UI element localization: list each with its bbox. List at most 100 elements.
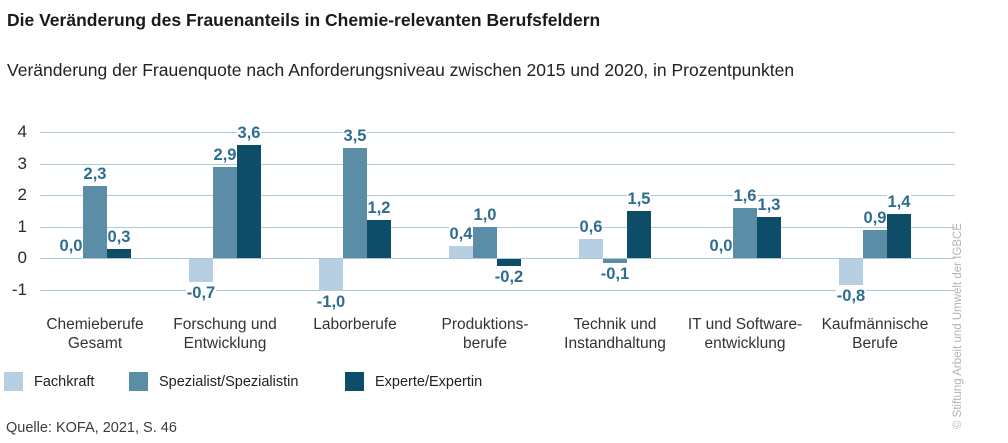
bar-value-text: -1,0 (315, 293, 347, 311)
source-text: Quelle: KOFA, 2021, S. 46 (6, 420, 177, 436)
category-label-line: Gesamt (67, 335, 123, 352)
bar (733, 207, 757, 259)
bar (237, 144, 261, 259)
bar-value-text: 0,9 (862, 208, 888, 227)
bar-value-text: 1,5 (626, 190, 652, 208)
bar (213, 166, 237, 259)
y-axis-label: 1 (17, 216, 27, 236)
bar-value-label: 1,0 (459, 205, 511, 225)
bar-value-label: 3,5 (329, 126, 381, 146)
legend-label: Spezialist/Spezialistin (159, 374, 299, 390)
category-label-line: entwicklung (704, 335, 786, 352)
legend-swatch-fachkraft (4, 372, 23, 391)
y-axis-label: 0 (17, 248, 27, 268)
bar-value-text: 0,6 (578, 218, 604, 237)
copyright-credit: © Stiftung Arbeit und Umwelt der IGBCE (952, 223, 964, 429)
bar (579, 239, 603, 259)
bar-value-text: -0,7 (185, 283, 217, 302)
category-label-line: Entwicklung (183, 335, 267, 352)
category-label: Laborberufe (287, 315, 423, 334)
bar-value-text: -0,2 (493, 267, 525, 286)
legend-label: Fachkraft (34, 374, 95, 390)
bar (319, 259, 343, 291)
bar (887, 214, 911, 259)
bar-value-label: -0,1 (589, 264, 641, 284)
gridline (40, 132, 955, 133)
bar-value-label: -1,0 (305, 293, 357, 312)
bar-value-label: 0,4 (435, 224, 487, 244)
bar (107, 248, 131, 259)
bar (343, 147, 367, 259)
bar (603, 259, 627, 263)
bar-value-label: 0,9 (849, 208, 901, 228)
category-label-line: Produktions- (441, 316, 529, 333)
category-label-line: Technik und (573, 316, 657, 333)
category-label-line: Laborberufe (313, 316, 397, 333)
category-label: Technik und Instandhaltung (547, 315, 683, 353)
legend-label: Experte/Expertin (375, 374, 483, 390)
bar-value-label: -0,8 (825, 286, 877, 306)
bar-value-label: 0,6 (565, 218, 617, 237)
category-label: IT und Software-entwicklung (677, 315, 813, 353)
category-label-line: Forschung und (173, 316, 277, 333)
gridline (40, 290, 955, 291)
y-axis-label: 3 (17, 153, 27, 173)
bar (757, 217, 781, 259)
bar-value-text: 1,0 (472, 205, 498, 224)
bar-value-text: 2,9 (212, 145, 238, 164)
category-label-line: Chemieberufe (46, 316, 144, 333)
bar-value-label: 0,3 (93, 227, 145, 247)
legend-swatch-experte (345, 372, 364, 391)
category-label-line: Berufe (852, 335, 898, 352)
bar-value-label: 1,3 (743, 196, 795, 215)
category-label-line: berufe (463, 335, 507, 352)
category-label-line: IT und Software- (687, 316, 803, 333)
category-label-line: Instandhaltung (564, 335, 666, 352)
bar (863, 229, 887, 259)
category-label-line: Kaufmännische (821, 316, 929, 333)
bar-value-label: 2,9 (199, 145, 251, 165)
page-title: Die Veränderung des Frauenanteils in Che… (7, 10, 601, 30)
gridline (40, 195, 955, 197)
category-label: Produktions-berufe (417, 315, 553, 353)
bar-value-text: 0,4 (448, 224, 474, 243)
legend-swatch-spezialist (129, 372, 148, 391)
category-label: Chemieberufe Gesamt (27, 315, 163, 353)
gridline (40, 258, 955, 260)
bar-value-label: -0,2 (483, 267, 535, 287)
bar-value-label: -0,7 (175, 283, 227, 303)
bar-value-label: 1,2 (353, 199, 405, 218)
bar-value-label: 1,5 (613, 190, 665, 209)
bar (839, 259, 863, 285)
y-axis-label: -1 (11, 280, 27, 299)
bar-value-text: -0,8 (835, 286, 867, 305)
bar-value-label: 2,3 (69, 164, 121, 184)
bar-value-text: 1,2 (366, 199, 392, 218)
bar (189, 259, 213, 282)
bar (627, 211, 651, 259)
bar-value-text: 1,6 (732, 186, 758, 205)
bar-value-text: 0,0 (708, 237, 734, 256)
bar-value-text: 1,3 (756, 196, 782, 215)
bar-value-text: 1,4 (886, 193, 912, 212)
bar-value-text: -0,1 (599, 264, 631, 283)
y-axis-label: 4 (17, 122, 27, 141)
y-axis-label: 2 (17, 185, 27, 205)
bar-value-label: 3,6 (223, 123, 275, 143)
bar (83, 185, 107, 259)
gridline (40, 163, 955, 165)
bar (497, 259, 521, 266)
bar-value-label: 1,4 (873, 193, 925, 212)
bar (473, 226, 497, 259)
category-label: Kaufmännische Berufe (807, 315, 943, 353)
bar-value-text: 0,0 (58, 237, 84, 256)
bar-value-label: 1,6 (719, 186, 771, 206)
bar-value-text: 0,3 (106, 227, 132, 246)
category-label: Forschung und Entwicklung (157, 315, 293, 353)
bar-value-text: 3,6 (236, 123, 262, 142)
gridline (40, 226, 955, 228)
page-subtitle: Veränderung der Frauenquote nach Anforde… (7, 60, 795, 80)
bar (449, 245, 473, 259)
